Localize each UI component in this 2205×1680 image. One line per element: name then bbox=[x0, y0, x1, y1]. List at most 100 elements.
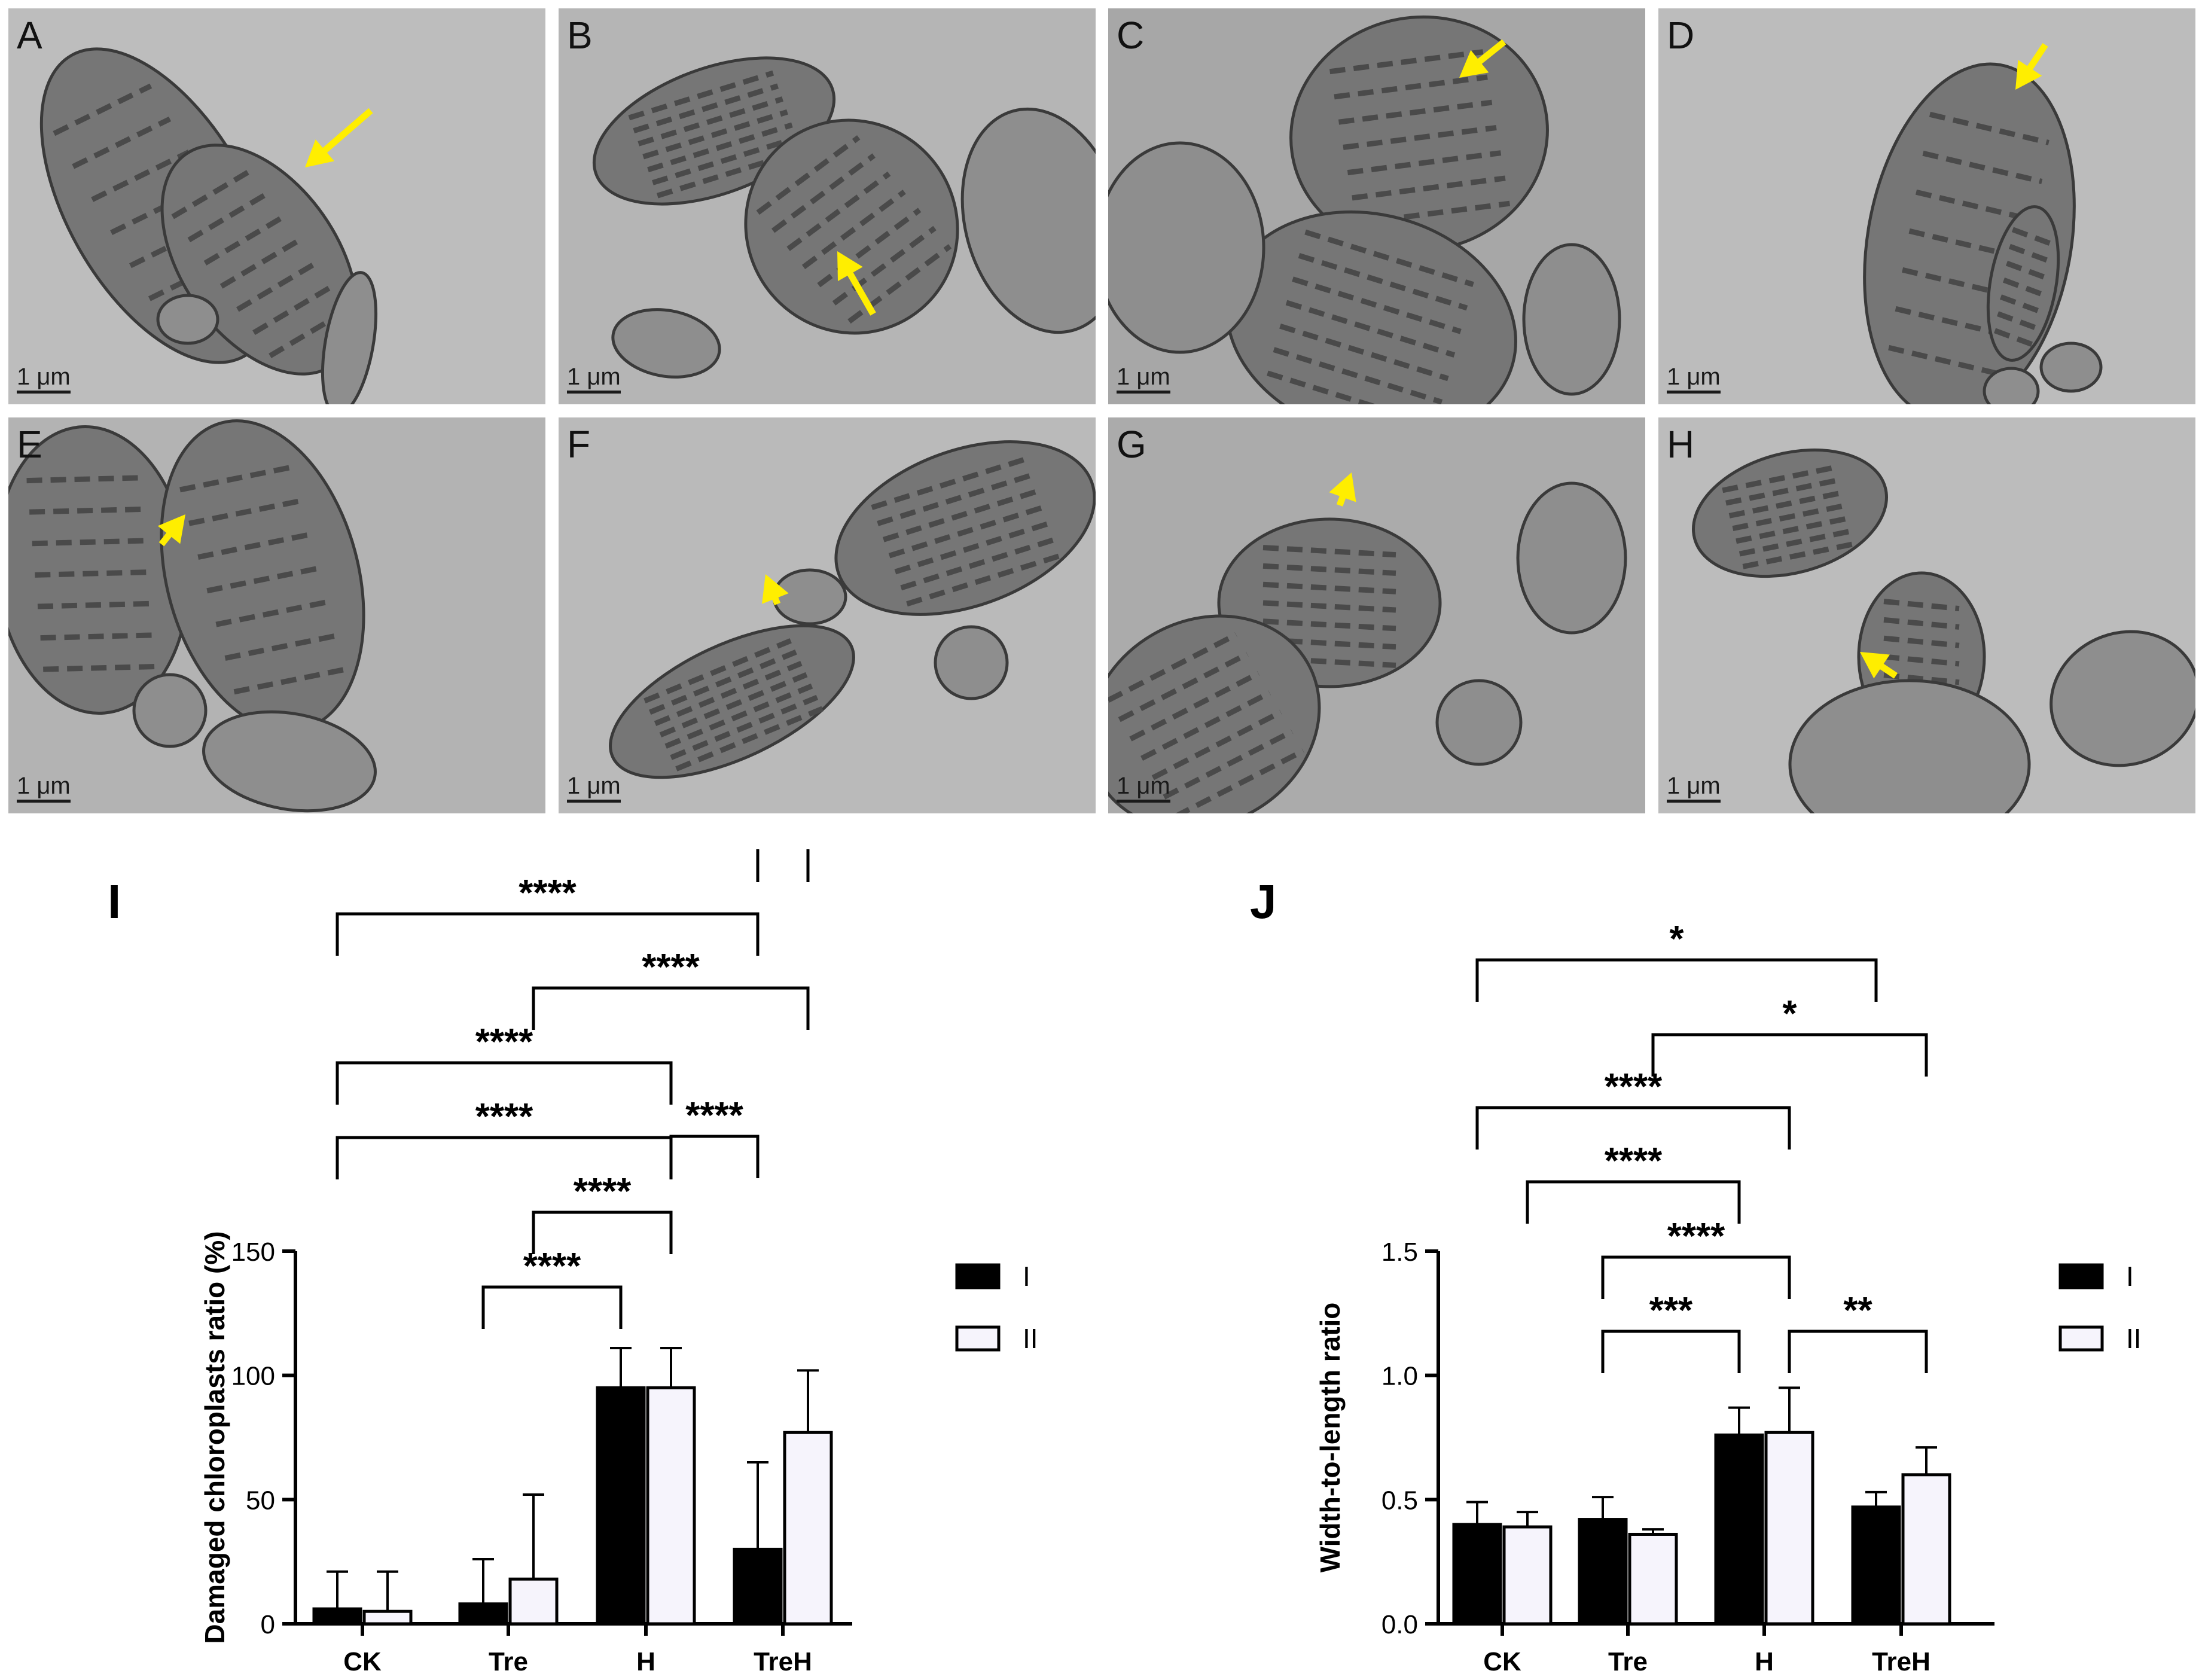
y-axis-title: Damaged chloroplasts ratio (%) bbox=[199, 1231, 230, 1644]
yellow-arrow-icon bbox=[157, 514, 185, 547]
yellow-arrow-icon bbox=[762, 574, 789, 606]
x-tick-label: Tre bbox=[1608, 1647, 1648, 1676]
significance-label: **** bbox=[523, 1246, 581, 1287]
chloroplast-shape bbox=[2050, 630, 2195, 767]
micrograph-b: B 1 μm bbox=[559, 8, 1096, 404]
bar-i-ck bbox=[1452, 1523, 1502, 1626]
scale-bar: 1 μm bbox=[567, 773, 627, 803]
significance-label: **** bbox=[642, 947, 700, 988]
legend-swatch bbox=[2058, 1263, 2104, 1289]
y-tick-label: 100 bbox=[231, 1362, 275, 1391]
significance-bracket bbox=[336, 1061, 673, 1105]
bar-ii-treh bbox=[1901, 1473, 1951, 1626]
y-tick-label: 0.0 bbox=[1381, 1610, 1418, 1639]
bar-ii-tre bbox=[508, 1577, 559, 1626]
y-tick-label: 150 bbox=[231, 1237, 275, 1267]
chart-panel-label: J bbox=[1250, 875, 1277, 928]
micrograph-image bbox=[1692, 448, 2195, 813]
legend-label: II bbox=[1023, 1323, 1038, 1354]
x-tick-label: CK bbox=[343, 1647, 382, 1676]
significance-bracket bbox=[756, 849, 810, 882]
bar-ii-ck bbox=[1502, 1525, 1553, 1626]
legend-label: II bbox=[2126, 1323, 2142, 1354]
chloroplast-shape bbox=[321, 271, 378, 404]
panel-label: F bbox=[567, 423, 591, 466]
x-tick-label: TreH bbox=[1872, 1647, 1930, 1676]
chloroplast-shape bbox=[772, 568, 847, 626]
chloroplast-shape bbox=[1225, 210, 1517, 404]
x-tick-label: H bbox=[636, 1647, 655, 1676]
chart-panel-label: I bbox=[108, 875, 121, 928]
y-tick-label: 0 bbox=[261, 1610, 275, 1639]
micrograph-g: G 1 μm bbox=[1108, 417, 1645, 813]
significance-bracket bbox=[1526, 1180, 1741, 1224]
x-tick-label: H bbox=[1755, 1647, 1774, 1676]
yellow-arrow-icon bbox=[1860, 652, 1898, 679]
significance-bracket bbox=[1601, 1330, 1741, 1373]
scale-bar-line bbox=[567, 391, 621, 394]
significance-bracket bbox=[1601, 1255, 1791, 1299]
bar-i-tre bbox=[458, 1602, 508, 1626]
chloroplast-shape bbox=[960, 107, 1096, 334]
micrograph-e: E 1 μm bbox=[8, 417, 545, 813]
scale-bar-line bbox=[1117, 391, 1170, 394]
scale-bar: 1 μm bbox=[567, 364, 627, 394]
legend-label: I bbox=[2126, 1261, 2134, 1292]
micrograph-f: F 1 μm bbox=[559, 417, 1096, 813]
scale-bar: 1 μm bbox=[1117, 773, 1176, 803]
scale-bar-line bbox=[17, 391, 71, 394]
significance-bracket bbox=[1475, 958, 1878, 1002]
micrograph-image bbox=[39, 47, 378, 404]
scale-bar-line bbox=[1667, 391, 1721, 394]
chloroplast-shape bbox=[609, 624, 855, 779]
micrograph-c: C 1 μm bbox=[1108, 8, 1645, 404]
micrograph-d: D 1 μm bbox=[1658, 8, 2195, 404]
chloroplast-shape bbox=[1522, 243, 1621, 396]
chloroplast-shape bbox=[1788, 679, 2031, 813]
bar-i-tre bbox=[1578, 1518, 1628, 1626]
chloroplast-shape bbox=[1983, 367, 2040, 404]
chloroplast-shape bbox=[2039, 342, 2103, 393]
legend-swatch bbox=[2058, 1325, 2104, 1352]
scale-bar-label: 1 μm bbox=[17, 773, 71, 799]
bar-ii-ck bbox=[362, 1609, 413, 1626]
significance-label: **** bbox=[475, 1022, 533, 1063]
significance-label: **** bbox=[1605, 1141, 1663, 1182]
significance-label: **** bbox=[685, 1095, 743, 1136]
chloroplast-shape bbox=[934, 625, 1009, 700]
chloroplast-shape bbox=[1108, 141, 1265, 354]
chloroplast-shape bbox=[1516, 481, 1627, 635]
bar-ii-h bbox=[646, 1386, 696, 1626]
legend-label: I bbox=[1023, 1261, 1030, 1292]
micrograph-image bbox=[1863, 42, 2103, 404]
micrograph-image bbox=[1108, 15, 1621, 404]
significance-bracket bbox=[669, 1135, 760, 1178]
scale-bar-label: 1 μm bbox=[567, 773, 621, 799]
x-tick-label: Tre bbox=[489, 1647, 528, 1676]
significance-label: **** bbox=[519, 873, 577, 914]
scale-bar-label: 1 μm bbox=[1117, 773, 1170, 799]
significance-bracket bbox=[532, 986, 810, 1030]
significance-label: *** bbox=[1649, 1290, 1693, 1331]
bar-ii-tre bbox=[1628, 1532, 1678, 1626]
scale-bar: 1 μm bbox=[1667, 364, 1727, 394]
chloroplast-shape bbox=[202, 710, 377, 813]
y-axis-title: Width-to-length ratio bbox=[1315, 1303, 1346, 1573]
chloroplast-shape bbox=[1692, 448, 1888, 578]
chloroplast-shape bbox=[1108, 614, 1321, 813]
legend-swatch bbox=[955, 1263, 1001, 1289]
bar-i-treh bbox=[733, 1547, 783, 1626]
legend-swatch bbox=[955, 1325, 1001, 1352]
significance-bracket bbox=[532, 1211, 673, 1254]
micrograph-h: H 1 μm bbox=[1658, 417, 2195, 813]
yellow-arrow-icon bbox=[305, 108, 373, 167]
panel-label: C bbox=[1117, 14, 1145, 57]
micrograph-image bbox=[1108, 472, 1627, 813]
significance-label: ** bbox=[1843, 1290, 1872, 1331]
scale-bar: 1 μm bbox=[17, 773, 77, 803]
panel-label: H bbox=[1667, 423, 1695, 466]
chloroplast-shape bbox=[1289, 15, 1549, 253]
chloroplast-shape bbox=[132, 673, 208, 748]
y-tick-label: 1.0 bbox=[1381, 1362, 1418, 1391]
